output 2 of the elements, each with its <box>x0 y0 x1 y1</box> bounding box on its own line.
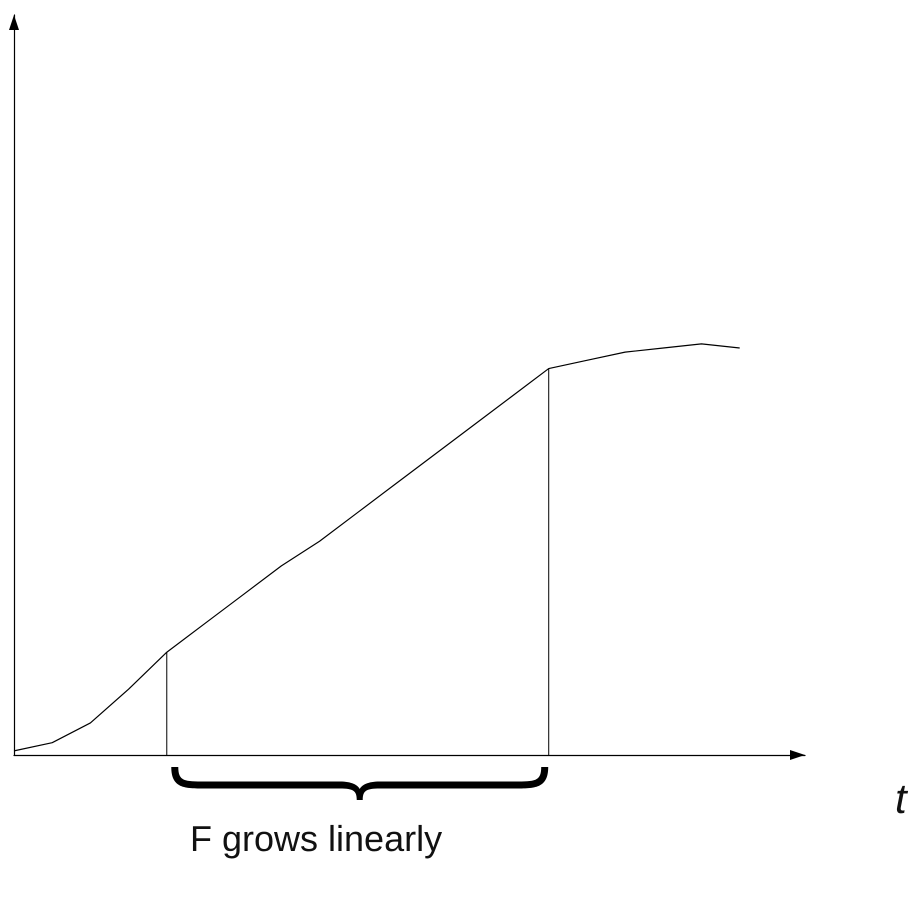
x-axis-title: t <box>895 775 907 823</box>
text: F grows linearly <box>190 818 442 860</box>
